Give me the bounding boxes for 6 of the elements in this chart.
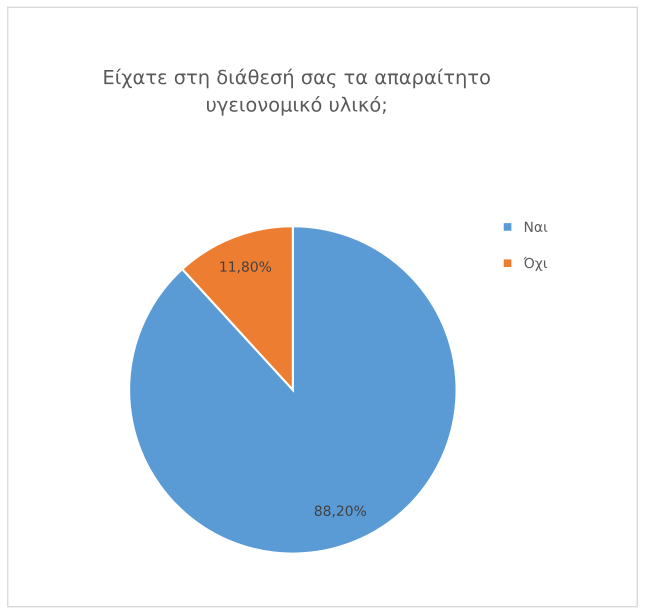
data-label: 88,20%	[314, 506, 366, 518]
data-label: 11,80%	[220, 261, 272, 274]
legend-label: Όχι	[523, 256, 548, 271]
chart-title: Είχατε στη διάθεσή σας τα απαραίτητο υγειονομικό υλικό;	[104, 68, 490, 116]
pie-slice	[128, 225, 458, 555]
legend-label: Ναι	[524, 222, 548, 232]
